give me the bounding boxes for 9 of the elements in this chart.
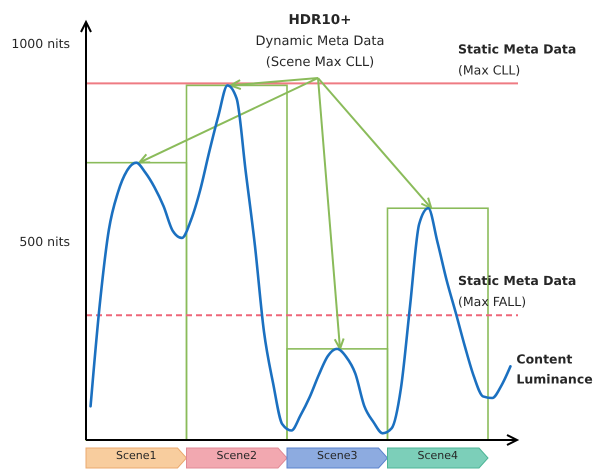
y-tick-label: 1000 nits <box>11 36 70 51</box>
x-tick-label: Scene1 <box>116 448 157 462</box>
x-tick-label: Scene4 <box>417 448 458 462</box>
series-label: Content Luminance <box>516 351 593 386</box>
ref-line-label: Static Meta Data (Max CLL) <box>458 41 576 78</box>
x-tick-label: Scene3 <box>316 448 358 462</box>
x-tick-label: Scene2 <box>216 448 258 462</box>
annotation: HDR10+ Dynamic Meta Data (Scene Max CLL) <box>256 12 384 70</box>
y-tick-label: 500 nits <box>19 234 70 249</box>
